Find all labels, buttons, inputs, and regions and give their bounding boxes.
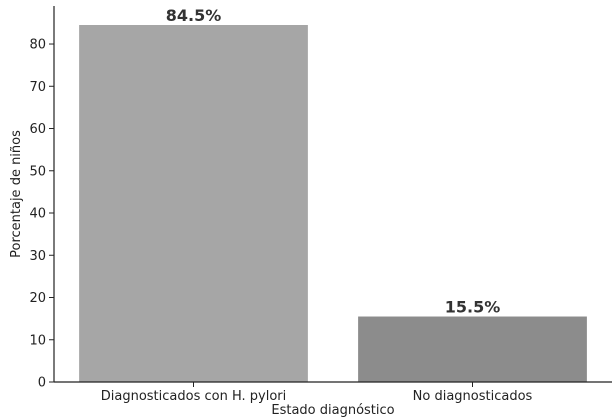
bar-value-label: 15.5% [445, 298, 501, 317]
y-tick-label: 20 [29, 291, 46, 306]
y-tick-label: 0 [38, 376, 46, 391]
y-tick-label: 60 [29, 122, 46, 137]
y-tick-label: 70 [29, 80, 46, 95]
x-axis-ticks: Diagnosticados con H. pylori No diagnosti… [101, 382, 533, 404]
x-axis-title: Estado diagnóstico [271, 403, 394, 418]
x-tick-label: No diagnosticados [413, 389, 533, 404]
x-tick-label: Diagnosticados con H. pylori [101, 389, 287, 404]
y-tick-label: 30 [29, 249, 46, 264]
y-axis-ticks: 0 10 20 30 40 50 60 70 80 [29, 38, 54, 391]
y-tick-label: 80 [29, 38, 46, 53]
bars [79, 25, 587, 383]
data-labels: 84.5% 15.5% [166, 6, 501, 317]
bar-value-label: 84.5% [166, 6, 222, 25]
bar [79, 25, 308, 383]
y-tick-label: 10 [29, 333, 46, 348]
y-tick-label: 50 [29, 164, 46, 179]
bar [358, 316, 587, 382]
y-axis-title: Porcentaje de niños [9, 130, 24, 258]
y-tick-label: 40 [29, 207, 46, 222]
